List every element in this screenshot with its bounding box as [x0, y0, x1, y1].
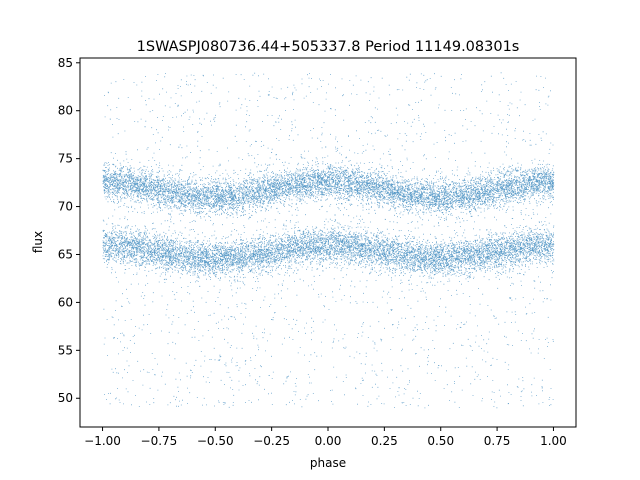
chart-title: 1SWASPJ080736.44+505337.8 Period 11149.0…	[137, 39, 520, 55]
data-points	[102, 72, 555, 409]
y-tick-label: 85	[58, 56, 73, 70]
x-tick-label: −0.50	[197, 434, 234, 448]
y-tick-label: 80	[58, 104, 73, 118]
x-tick-label: 0.50	[427, 434, 454, 448]
x-tick-label: 1.00	[540, 434, 567, 448]
y-tick-label: 55	[58, 343, 73, 357]
x-axis-label: phase	[310, 456, 346, 470]
x-tick-label: −0.75	[141, 434, 178, 448]
x-tick-label: −0.25	[253, 434, 290, 448]
x-axis-ticks: −1.00 −0.75 −0.50 −0.25 0.00 0.25 0.50 0.75 1.00	[84, 427, 567, 448]
y-tick-label: 65	[58, 247, 73, 261]
y-axis-ticks: 50 55 60 65 70 75 80 85	[58, 56, 80, 405]
x-tick-label: −1.00	[84, 434, 121, 448]
y-tick-label: 50	[58, 391, 73, 405]
scatter-points	[102, 72, 555, 409]
x-tick-label: 0.00	[315, 434, 342, 448]
y-tick-label: 60	[58, 295, 73, 309]
x-tick-label: 0.75	[484, 434, 511, 448]
y-axis-label: flux	[31, 231, 45, 253]
y-tick-label: 70	[58, 200, 73, 214]
y-tick-label: 75	[58, 152, 73, 166]
x-tick-label: 0.25	[371, 434, 398, 448]
